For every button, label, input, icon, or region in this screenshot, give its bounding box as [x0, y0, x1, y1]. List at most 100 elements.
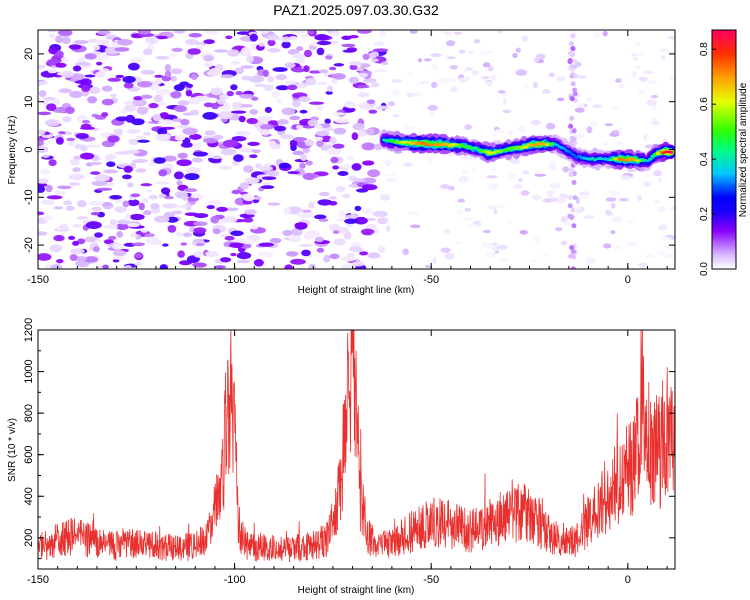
- noise-blob: [68, 44, 82, 50]
- noise-blob: [58, 30, 73, 37]
- noise-blob: [196, 43, 204, 51]
- noise-blob: [193, 251, 203, 258]
- noise-blob: [308, 263, 316, 269]
- noise-blob: [150, 203, 160, 210]
- noise-blob: [261, 129, 270, 136]
- noise-blob: [203, 55, 214, 62]
- noise-blob: [351, 132, 359, 141]
- noise-blob: [316, 40, 332, 46]
- noise-blob: [85, 144, 101, 148]
- noise-blob: [593, 32, 601, 38]
- noise-blob: [302, 209, 312, 213]
- noise-blob: [123, 165, 133, 173]
- spectrogram-frame: [37, 29, 676, 270]
- noise-blob: [302, 172, 316, 181]
- noise-blob: [362, 160, 375, 166]
- noise-blob: [610, 202, 616, 209]
- noise-blob: [122, 200, 130, 208]
- noise-blob: [143, 210, 152, 216]
- noise-blob: [53, 206, 64, 210]
- noise-blob: [95, 71, 106, 78]
- noise-blob: [654, 200, 661, 204]
- noise-blob: [210, 87, 224, 96]
- noise-blob: [497, 30, 503, 34]
- noise-blob: [296, 56, 306, 64]
- noise-blob: [403, 125, 415, 130]
- noise-blob: [391, 78, 403, 84]
- noise-blob: [535, 132, 544, 137]
- noise-blob: [449, 65, 459, 70]
- noise-blob: [522, 85, 529, 89]
- noise-blob: [96, 61, 103, 66]
- noise-blob: [443, 228, 452, 235]
- noise-blob: [585, 97, 593, 103]
- noise-blob: [444, 252, 455, 260]
- noise-blob: [437, 77, 449, 84]
- noise-blob: [430, 53, 442, 58]
- noise-blob: [105, 153, 117, 160]
- noise-blob: [328, 223, 341, 232]
- noise-blob: [346, 103, 356, 109]
- noise-blob: [367, 252, 380, 259]
- noise-blob: [570, 46, 576, 51]
- noise-blob: [542, 254, 549, 258]
- noise-blob: [658, 48, 670, 52]
- noise-blob: [91, 180, 108, 187]
- noise-blob: [647, 80, 658, 85]
- noise-blob: [51, 98, 61, 106]
- noise-blob: [142, 198, 149, 204]
- noise-blob: [127, 62, 140, 71]
- noise-blob: [284, 264, 293, 269]
- noise-blob: [116, 231, 123, 238]
- colorbar-tick-label: 0.4: [699, 152, 710, 166]
- noise-blob: [69, 254, 78, 261]
- noise-blob: [108, 235, 117, 240]
- noise-blob: [144, 233, 155, 238]
- snr-y-axis-label: SNR (10 * v/v): [7, 418, 18, 482]
- noise-blob: [585, 257, 596, 265]
- figure-title: PAZ1.2025.097.03.30.G32: [273, 2, 439, 18]
- noise-blob: [499, 258, 509, 263]
- noise-blob: [303, 65, 310, 73]
- noise-blob: [512, 52, 518, 59]
- noise-blob: [326, 147, 342, 155]
- noise-blob: [555, 197, 566, 204]
- noise-blob: [174, 30, 186, 34]
- noise-blob: [360, 228, 375, 235]
- noise-blob: [638, 88, 646, 95]
- noise-blob: [80, 123, 92, 129]
- noise-blob: [390, 178, 399, 183]
- noise-blob: [506, 219, 513, 224]
- noise-blob: [652, 170, 663, 177]
- noise-blob: [534, 173, 547, 177]
- noise-blob: [288, 235, 302, 243]
- noise-blob: [275, 74, 288, 81]
- noise-blob: [515, 47, 521, 53]
- noise-blob: [513, 184, 524, 189]
- noise-blob: [230, 60, 241, 66]
- noise-blob: [38, 111, 52, 116]
- noise-blob: [212, 134, 224, 140]
- noise-blob: [298, 96, 311, 102]
- noise-blob: [263, 163, 279, 167]
- noise-blob: [426, 155, 433, 163]
- noise-blob: [335, 185, 346, 193]
- noise-blob: [579, 196, 589, 200]
- noise-blob: [124, 265, 132, 269]
- noise-blob: [318, 191, 331, 197]
- noise-blob: [192, 262, 207, 268]
- noise-blob: [185, 83, 194, 88]
- noise-blob: [68, 182, 81, 186]
- noise-blob: [38, 64, 46, 69]
- noise-blob: [345, 156, 355, 161]
- noise-blob: [334, 117, 350, 124]
- noise-blob: [656, 249, 668, 256]
- noise-blob: [486, 175, 498, 179]
- noise-blob: [354, 216, 368, 225]
- noise-blob: [70, 159, 80, 166]
- noise-blob: [531, 194, 542, 201]
- noise-blob: [232, 101, 242, 108]
- noise-blob: [351, 261, 365, 267]
- noise-blob: [103, 239, 114, 245]
